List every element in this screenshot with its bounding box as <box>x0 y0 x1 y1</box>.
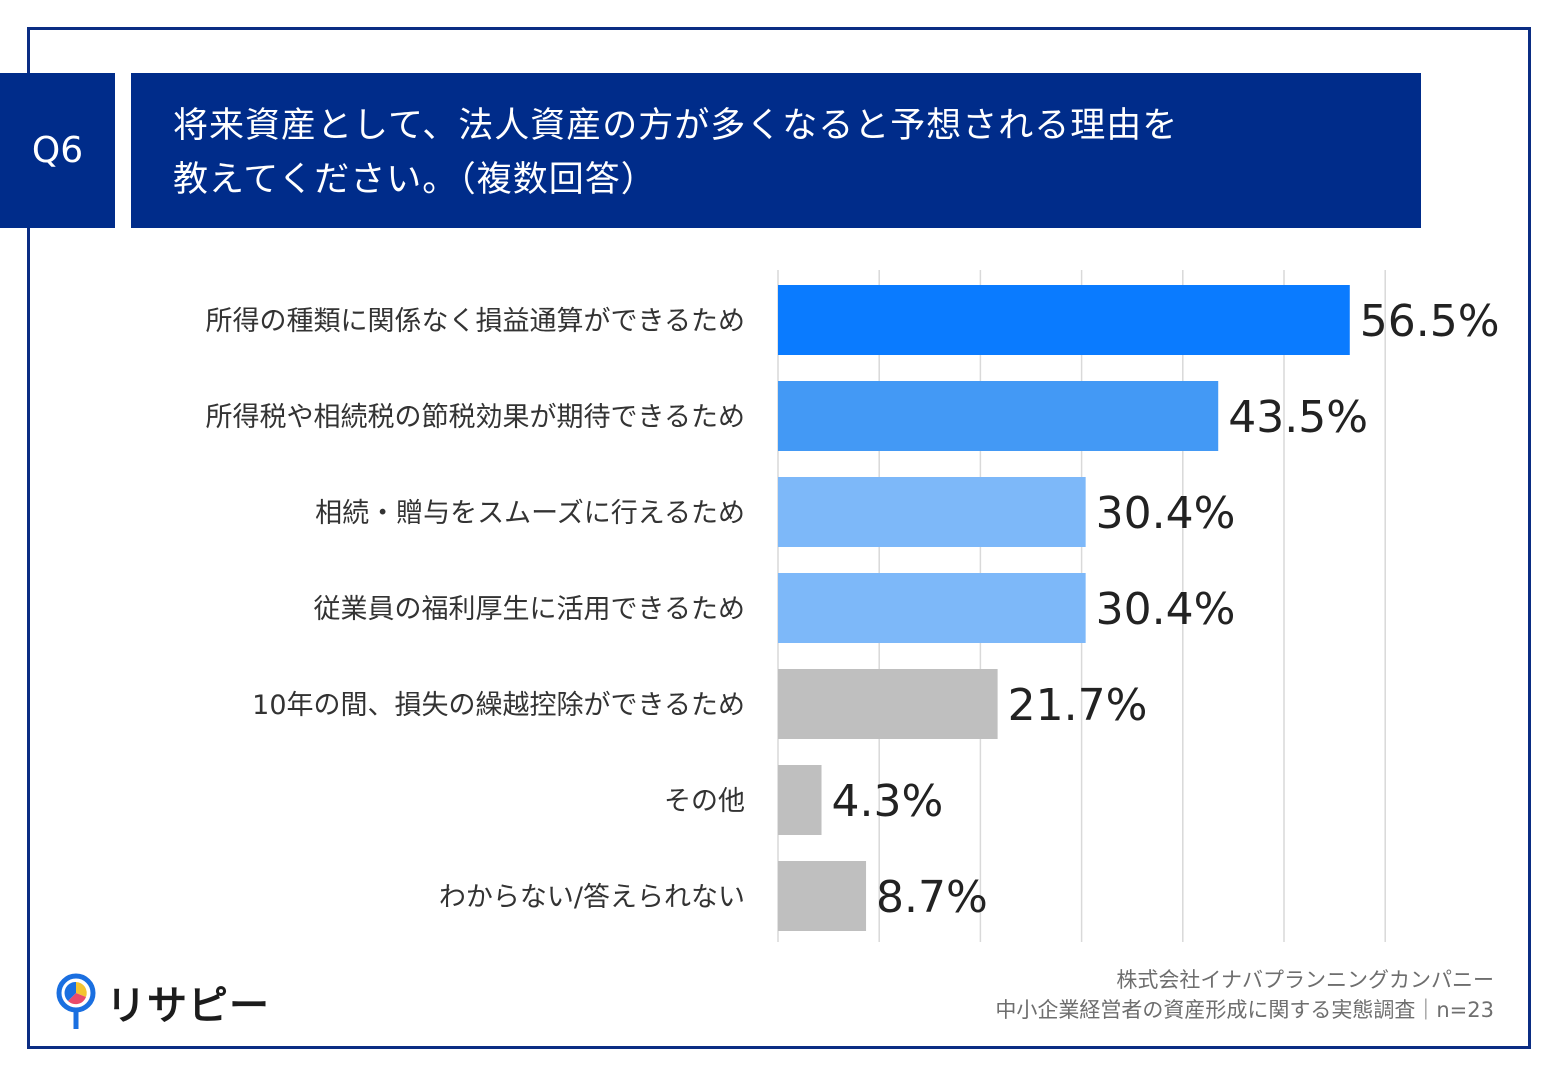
value-label: 4.3% <box>832 776 944 827</box>
category-label: 従業員の福利厚生に活用できるため <box>314 594 745 625</box>
value-label: 56.5% <box>1360 296 1500 347</box>
category-label: 所得の種類に関係なく損益通算ができるため <box>206 306 745 337</box>
value-label: 30.4% <box>1096 584 1236 635</box>
risapi-logo: リサピー <box>56 972 270 1032</box>
category-label: わからない/答えられない <box>439 882 745 913</box>
footer-survey: 中小企業経営者の資産形成に関する実態調査｜n=23 <box>995 998 1494 1022</box>
chart-frame <box>27 27 1531 1049</box>
bar <box>778 573 1086 643</box>
bar <box>778 765 822 835</box>
value-label: 30.4% <box>1096 488 1236 539</box>
bar <box>778 285 1350 355</box>
question-number: Q6 <box>31 130 84 171</box>
value-label: 8.7% <box>876 872 988 923</box>
category-label: 相続・贈与をスムーズに行えるため <box>315 498 745 529</box>
category-labels: 所得の種類に関係なく損益通算ができるため所得税や相続税の節税効果が期待できるため… <box>206 306 745 913</box>
value-labels: 56.5% 43.5% 30.4% 30.4% 21.7% 4.3% 8.7% <box>832 296 1500 923</box>
bar <box>778 669 998 739</box>
question-title-line-1: 将来資産として、法人資産の方が多くなると予想される理由を <box>173 106 1179 146</box>
value-label: 43.5% <box>1228 392 1368 443</box>
bar <box>778 861 867 931</box>
logo-text: リサピー <box>106 983 270 1029</box>
category-label: 10年の間、損失の繰越控除ができるため <box>252 690 745 721</box>
footer-company: 株式会社イナバプランニングカンパニー <box>1116 968 1494 992</box>
category-label: その他 <box>664 786 745 817</box>
question-title-line-2: 教えてください。（複数回答） <box>173 160 657 200</box>
bar <box>778 477 1086 547</box>
category-label: 所得税や相続税の節税効果が期待できるため <box>206 402 745 433</box>
bar <box>778 381 1219 451</box>
source-footer: 株式会社イナバプランニングカンパニー 中小企業経営者の資産形成に関する実態調査｜… <box>995 965 1494 1025</box>
bars <box>778 285 1350 931</box>
question-title-box: 将来資産として、法人資産の方が多くなると予想される理由を 教えてください。（複数… <box>131 73 1421 228</box>
logo-pin-icon <box>56 973 96 1029</box>
question-badge: Q6 <box>0 73 115 228</box>
value-label: 21.7% <box>1008 680 1148 731</box>
